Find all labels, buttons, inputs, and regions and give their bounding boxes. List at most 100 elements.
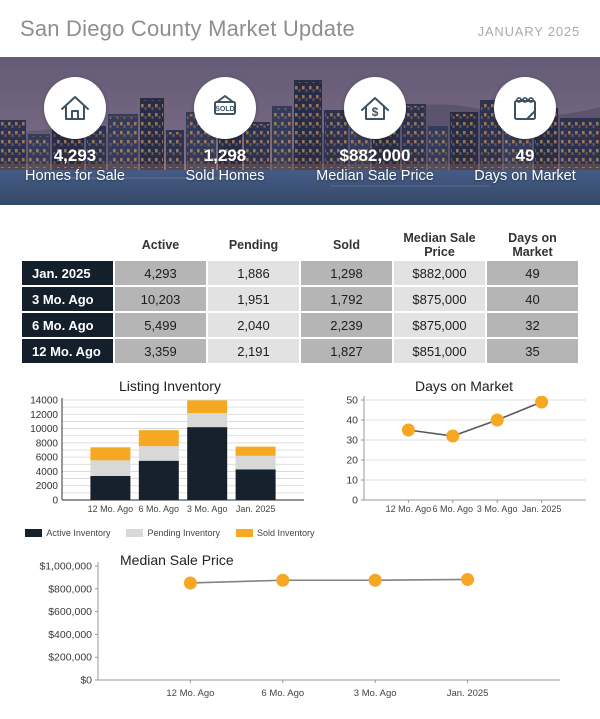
svg-text:$600,000: $600,000 — [48, 606, 92, 618]
table-cell: $875,000 — [394, 313, 485, 337]
chart-title: Median Sale Price — [120, 552, 234, 568]
svg-text:6000: 6000 — [36, 453, 59, 464]
table-cell: 35 — [487, 339, 578, 363]
svg-text:0: 0 — [352, 495, 358, 507]
table-row: Jan. 2025 4,293 1,886 1,298 $882,000 49 — [22, 261, 578, 285]
svg-text:Jan. 2025: Jan. 2025 — [447, 688, 489, 699]
legend-swatch — [25, 529, 43, 537]
table-cell: 4,293 — [115, 261, 206, 285]
header: San Diego County Market Update JANUARY 2… — [0, 0, 600, 57]
svg-text:20: 20 — [346, 455, 358, 467]
svg-text:$0: $0 — [80, 675, 92, 687]
days-on-market-plot: 0 10 20 30 40 50 12 Mo. Ago 6 Mo. Ago 3 Mo. Ago J… — [346, 395, 586, 514]
table-cell: 1,298 — [301, 261, 392, 285]
stat-label: Sold Homes — [185, 168, 265, 184]
svg-text:12 Mo. Ago: 12 Mo. Ago — [166, 688, 214, 699]
stat-label: Median Sale Price — [316, 168, 434, 184]
stat-value: 1,298 — [203, 146, 247, 165]
svg-text:14000: 14000 — [30, 396, 58, 407]
table-cell: 40 — [487, 287, 578, 311]
stat-icon-circle — [494, 77, 556, 139]
svg-text:30: 30 — [346, 435, 358, 447]
stat-value: 49 — [515, 146, 535, 165]
column-header: Active — [115, 231, 206, 259]
table-cell: 2,191 — [208, 339, 299, 363]
table-corner-cell — [22, 231, 113, 259]
hero-overlay — [0, 57, 600, 205]
svg-text:50: 50 — [346, 396, 358, 407]
svg-text:0: 0 — [52, 496, 58, 507]
svg-text:12000: 12000 — [30, 410, 58, 421]
table-cell: 1,951 — [208, 287, 299, 311]
column-header: Median Sale Price — [394, 231, 485, 259]
legend-label: Active Inventory — [46, 528, 111, 538]
legend-swatch — [236, 529, 254, 537]
svg-text:$: $ — [372, 105, 379, 119]
chart-title: Days on Market — [414, 378, 514, 394]
stat-icon-circle: SOLD — [194, 77, 256, 139]
hero-banner: 4,293 Homes for Sale SOLD 1,298 Sold Homes $ $… — [0, 57, 600, 205]
stat-label: Days on Market — [474, 168, 576, 184]
table-cell: 2,040 — [208, 313, 299, 337]
svg-text:6 Mo. Ago: 6 Mo. Ago — [139, 504, 180, 514]
chart-title: Listing Inventory — [119, 378, 221, 394]
listing-inventory-chart: Listing Inventory 0 2000 4000 6000 8000 10000… — [20, 378, 320, 538]
table-cell: 49 — [487, 261, 578, 285]
svg-text:8000: 8000 — [36, 438, 59, 449]
house-icon — [61, 96, 89, 120]
sold-sign-icon: SOLD — [214, 95, 236, 115]
svg-text:$400,000: $400,000 — [48, 629, 92, 641]
table-cell: 1,827 — [301, 339, 392, 363]
legend-label: Sold Inventory — [257, 528, 315, 538]
table-cell: 1,792 — [301, 287, 392, 311]
svg-text:Jan. 2025: Jan. 2025 — [236, 504, 276, 514]
median-sale-price-plot: $0 $200,000 $400,000 $600,000 $800,000 $1,000… — [39, 561, 560, 699]
legend-item: Pending Inventory — [126, 528, 220, 538]
stat-icon-circle: $ — [344, 77, 406, 139]
svg-text:SOLD: SOLD — [215, 106, 234, 113]
svg-text:6 Mo. Ago: 6 Mo. Ago — [433, 504, 474, 514]
table-cell: 5,499 — [115, 313, 206, 337]
row-label: Jan. 2025 — [22, 261, 113, 285]
svg-text:4000: 4000 — [36, 467, 59, 478]
table-cell: 1,886 — [208, 261, 299, 285]
hero-stat-median-sale-price: $ $882,000 Median Sale Price — [300, 57, 450, 205]
hero-stat-sold-homes: SOLD 1,298 Sold Homes — [150, 57, 300, 205]
table-cell: $882,000 — [394, 261, 485, 285]
row-label: 3 Mo. Ago — [22, 287, 113, 311]
svg-text:10: 10 — [346, 475, 358, 487]
svg-text:12 Mo. Ago: 12 Mo. Ago — [386, 504, 432, 514]
row-label: 6 Mo. Ago — [22, 313, 113, 337]
median-sale-price-chart: Median Sale Price $0 $200,000 $400,000 $600… — [20, 552, 580, 709]
charts-row: Listing Inventory 0 2000 4000 6000 8000 10000… — [20, 378, 590, 538]
table-row: 3 Mo. Ago 10,203 1,951 1,792 $875,000 40 — [22, 287, 578, 311]
legend-item: Active Inventory — [25, 528, 110, 538]
table-cell: 32 — [487, 313, 578, 337]
svg-text:3 Mo. Ago: 3 Mo. Ago — [354, 688, 397, 699]
table-cell: 10,203 — [115, 287, 206, 311]
chart-legend: Active Inventory Pending Inventory Sold In… — [20, 528, 320, 538]
stat-value: 4,293 — [53, 146, 97, 165]
legend-label: Pending Inventory — [147, 528, 221, 538]
table-cell: 3,359 — [115, 339, 206, 363]
legend-swatch — [126, 529, 144, 537]
summary-table-section: Active Pending Sold Median Sale Price Days o… — [0, 205, 600, 365]
report-date: JANUARY 2025 — [477, 24, 580, 39]
stat-icon-circle — [44, 77, 106, 139]
legend-item: Sold Inventory — [236, 528, 315, 538]
table-row: 12 Mo. Ago 3,359 2,191 1,827 $851,000 35 — [22, 339, 578, 363]
listing-inventory-plot: 0 2000 4000 6000 8000 10000 12000 14000 12 Mo. A… — [30, 396, 304, 514]
stat-label: Homes for Sale — [25, 168, 125, 184]
svg-text:3 Mo. Ago: 3 Mo. Ago — [187, 504, 228, 514]
svg-text:40: 40 — [346, 415, 358, 427]
page-title: San Diego County Market Update — [20, 16, 355, 41]
days-on-market-chart: Days on Market 0 10 20 30 40 50 12 Mo. Ago 6 Mo… — [330, 378, 598, 538]
table-cell: $851,000 — [394, 339, 485, 363]
calendar-icon — [514, 97, 536, 120]
svg-text:Jan. 2025: Jan. 2025 — [522, 504, 562, 514]
house-dollar-icon: $ — [361, 97, 389, 120]
row-label: 12 Mo. Ago — [22, 339, 113, 363]
column-header: Sold — [301, 231, 392, 259]
column-header: Days on Market — [487, 231, 578, 259]
table-header-row: Active Pending Sold Median Sale Price Days o… — [22, 231, 578, 259]
